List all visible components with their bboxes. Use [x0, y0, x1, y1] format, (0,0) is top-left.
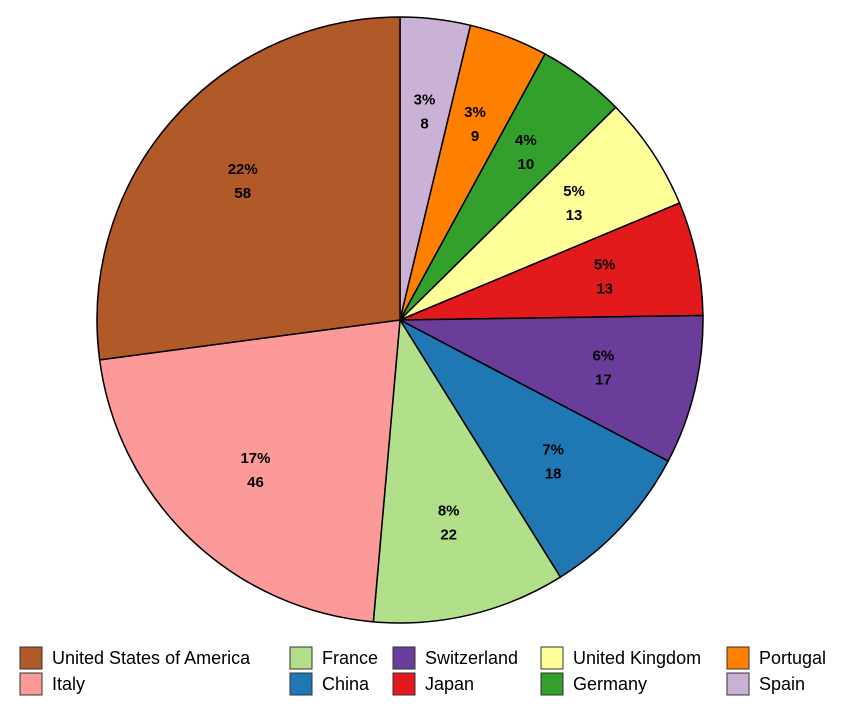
value-label: 18 [545, 465, 562, 482]
pie-slice [98, 319, 401, 623]
legend-label: Spain [759, 674, 805, 694]
legend-swatch [726, 672, 750, 696]
percent-label: 17% [240, 450, 270, 467]
legend-label: Germany [573, 674, 647, 694]
legend-label: Italy [52, 674, 85, 694]
value-label: 9 [471, 128, 479, 145]
legend-label: United Kingdom [573, 648, 701, 668]
legend-label: Japan [425, 674, 474, 694]
legend-label: France [322, 648, 378, 668]
pie-slice [96, 16, 401, 361]
value-label: 46 [247, 474, 264, 491]
value-label: 8 [420, 115, 428, 132]
legend-label: China [322, 674, 370, 694]
value-label: 58 [234, 185, 251, 202]
legend-swatch [19, 672, 43, 696]
value-label: 13 [566, 207, 583, 224]
percent-label: 8% [438, 502, 460, 519]
pie-slice [397, 318, 670, 579]
legend-swatch [392, 672, 416, 696]
legend-label: United States of America [52, 648, 251, 668]
legend-swatch [540, 646, 564, 670]
value-label: 10 [518, 156, 535, 173]
legend-swatch [392, 646, 416, 670]
legend-swatch [289, 672, 313, 696]
legend-swatch [289, 646, 313, 670]
percent-label: 7% [542, 441, 564, 458]
pie-slice [399, 314, 704, 463]
legend-swatch [726, 646, 750, 670]
legend-swatch [19, 646, 43, 670]
percent-label: 6% [592, 348, 614, 365]
percent-label: 5% [563, 183, 585, 200]
value-label: 17 [595, 372, 612, 389]
value-label: 13 [596, 280, 613, 297]
percent-label: 22% [228, 161, 258, 178]
legend-label: Switzerland [425, 648, 518, 668]
legend-label: Portugal [759, 648, 826, 668]
percent-label: 5% [594, 256, 616, 273]
legend-swatch [540, 672, 564, 696]
percent-label: 3% [414, 91, 436, 108]
pie-slice [372, 317, 562, 624]
percent-label: 3% [464, 104, 486, 121]
value-label: 22 [440, 526, 457, 543]
percent-label: 4% [515, 132, 537, 149]
